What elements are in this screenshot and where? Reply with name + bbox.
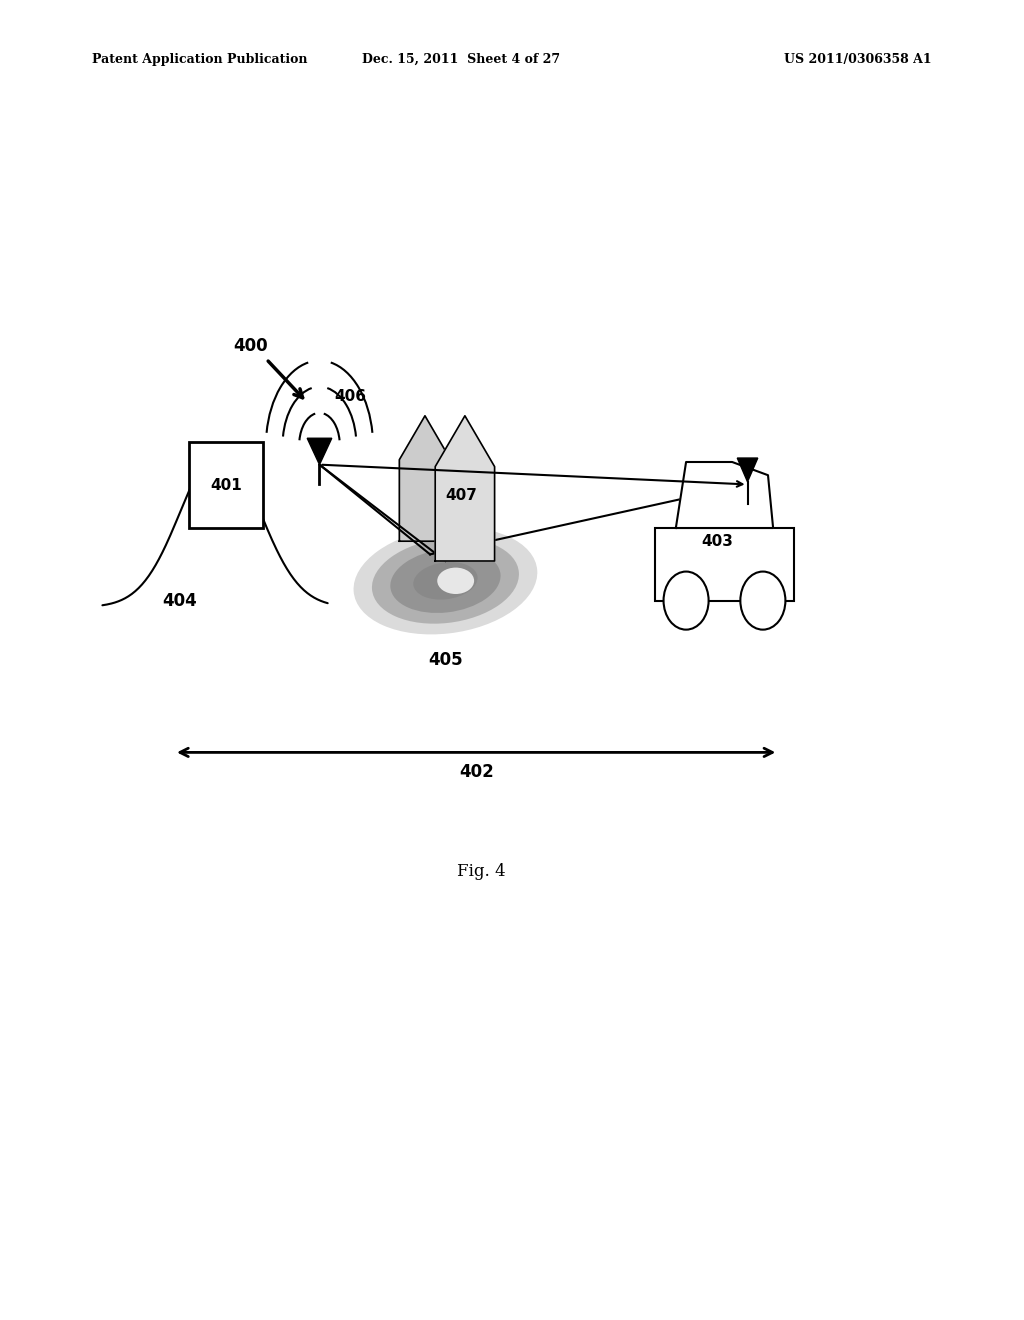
Circle shape: [740, 572, 785, 630]
Ellipse shape: [414, 562, 477, 599]
Ellipse shape: [390, 549, 501, 612]
Text: US 2011/0306358 A1: US 2011/0306358 A1: [784, 53, 932, 66]
Ellipse shape: [353, 527, 538, 635]
Text: 407: 407: [444, 487, 477, 503]
Polygon shape: [737, 458, 758, 482]
Text: Patent Application Publication: Patent Application Publication: [92, 53, 307, 66]
FancyBboxPatch shape: [655, 528, 794, 601]
Text: 404: 404: [162, 591, 197, 610]
Text: 400: 400: [233, 337, 268, 355]
Polygon shape: [676, 462, 773, 528]
Ellipse shape: [372, 539, 519, 623]
FancyBboxPatch shape: [189, 442, 263, 528]
Polygon shape: [435, 416, 495, 561]
Text: 403: 403: [700, 533, 733, 549]
Text: 402: 402: [459, 763, 494, 781]
Text: 406: 406: [334, 388, 366, 404]
Text: 405: 405: [428, 651, 463, 669]
Text: Dec. 15, 2011  Sheet 4 of 27: Dec. 15, 2011 Sheet 4 of 27: [361, 53, 560, 66]
Polygon shape: [399, 416, 451, 541]
Circle shape: [664, 572, 709, 630]
Text: 401: 401: [210, 478, 243, 492]
Ellipse shape: [437, 568, 474, 594]
Text: Fig. 4: Fig. 4: [457, 863, 506, 879]
Polygon shape: [307, 438, 332, 465]
